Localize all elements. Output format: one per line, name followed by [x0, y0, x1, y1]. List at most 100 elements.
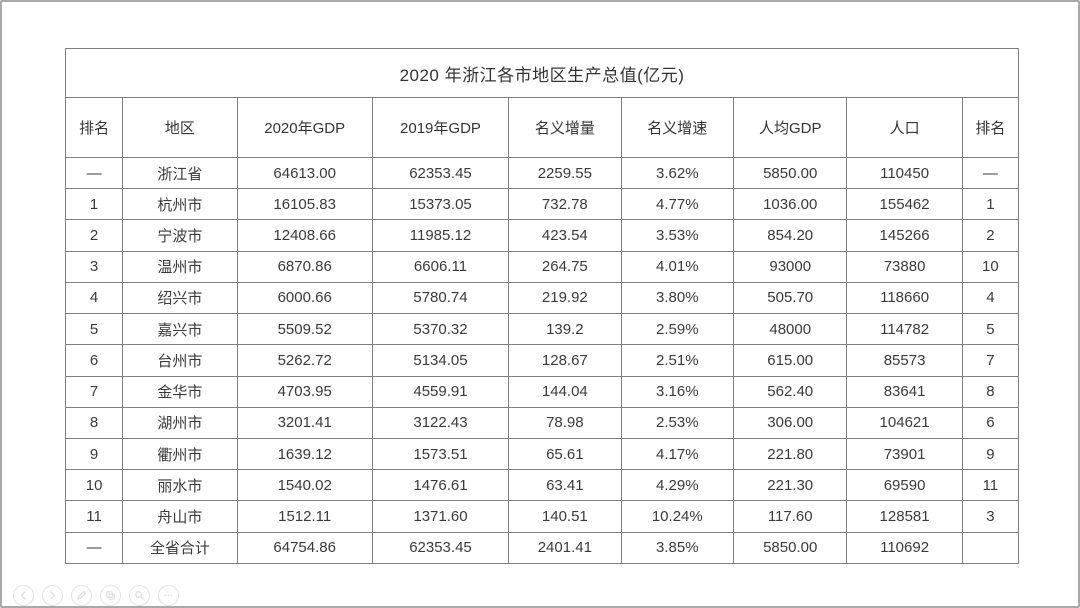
table-cell: 5509.52 — [236, 313, 373, 346]
table-cell: 64613.00 — [236, 156, 373, 190]
table-cell: 温州市 — [122, 250, 238, 283]
table-cell: 9 — [961, 437, 1020, 471]
column-header: 名义增量 — [508, 97, 622, 158]
search-icon[interactable] — [129, 585, 150, 606]
table-cell: 1 — [961, 188, 1020, 221]
table-cell: 浙江省 — [122, 156, 238, 190]
table-cell: 3.16% — [620, 375, 735, 408]
table-cell: 4.17% — [620, 437, 735, 471]
table-cell: 5 — [961, 313, 1020, 346]
column-header: 2019年GDP — [371, 97, 510, 158]
table-cell: 615.00 — [733, 344, 848, 377]
table-cell: 3.62% — [620, 156, 735, 190]
table-row: — 全省合计 64754.86 62353.45 2401.41 3.85% 5850.00… — [64, 531, 1020, 565]
forward-icon[interactable] — [42, 585, 63, 606]
table-cell: 48000 — [733, 313, 848, 346]
table-cell: 732.78 — [508, 188, 622, 221]
table-cell: 6870.86 — [236, 250, 373, 283]
table-cell: 9 — [64, 437, 124, 471]
table-cell: 全省合计 — [122, 531, 238, 565]
table-row: 11 舟山市 1512.11 1371.60 140.51 10.24% 117.60 128… — [64, 500, 1020, 533]
column-header: 地区 — [122, 97, 238, 158]
table-cell: 1371.60 — [371, 500, 510, 533]
table-cell: 1639.12 — [236, 437, 373, 471]
table-cell: 83641 — [846, 375, 963, 408]
table-cell: 128.67 — [508, 344, 622, 377]
copy-icon[interactable] — [100, 585, 121, 606]
table-cell: 4 — [961, 281, 1020, 315]
table-cell: 1 — [64, 188, 124, 221]
table-cell: 128581 — [846, 500, 963, 533]
edit-pencil-icon[interactable] — [71, 585, 92, 606]
table-cell: 110450 — [846, 156, 963, 190]
table-cell: 62353.45 — [371, 156, 510, 190]
table-cell: 3.80% — [620, 281, 735, 315]
table-cell: 1573.51 — [371, 437, 510, 471]
table-cell: 舟山市 — [122, 500, 238, 533]
table-cell: 5370.32 — [371, 313, 510, 346]
table-cell: 11 — [961, 469, 1020, 502]
table-header-row: 排名 地区 2020年GDP 2019年GDP 名义增量 名义增速 人均GDP 人口 排名 — [64, 97, 1020, 158]
table-cell: — — [961, 156, 1020, 190]
table-cell: 562.40 — [733, 375, 848, 408]
table-cell: 3.85% — [620, 531, 735, 565]
table-cell: 杭州市 — [122, 188, 238, 221]
more-icon[interactable] — [158, 585, 179, 606]
table-cell: 221.80 — [733, 437, 848, 471]
table-cell: 1540.02 — [236, 469, 373, 502]
table-cell: 5780.74 — [371, 281, 510, 315]
table-cell: 3122.43 — [371, 406, 510, 439]
table-cell: 4703.95 — [236, 375, 373, 408]
table-cell: — — [64, 156, 124, 190]
table-cell: 5262.72 — [236, 344, 373, 377]
table-row: 7 金华市 4703.95 4559.91 144.04 3.16% 562.40 83641… — [64, 375, 1020, 408]
table-row: 9 衢州市 1639.12 1573.51 65.61 4.17% 221.80 73901 9 — [64, 437, 1020, 471]
table-cell: 宁波市 — [122, 219, 238, 252]
table-row: 4 绍兴市 6000.66 5780.74 219.92 3.80% 505.70 11866… — [64, 281, 1020, 315]
table-cell: 嘉兴市 — [122, 313, 238, 346]
table-cell: 2 — [64, 219, 124, 252]
table-cell: 64754.86 — [236, 531, 373, 565]
table-cell: 73901 — [846, 437, 963, 471]
table-cell: 台州市 — [122, 344, 238, 377]
table-cell: 505.70 — [733, 281, 848, 315]
table-cell: 139.2 — [508, 313, 622, 346]
table-row: 6 台州市 5262.72 5134.05 128.67 2.51% 615.00 85573… — [64, 344, 1020, 377]
table-cell: 10 — [961, 250, 1020, 283]
table-cell: 11 — [64, 500, 124, 533]
table-cell: 6606.11 — [371, 250, 510, 283]
table-cell: 衢州市 — [122, 437, 238, 471]
table-cell: 78.98 — [508, 406, 622, 439]
table-cell: 2.59% — [620, 313, 735, 346]
table-cell — [961, 531, 1020, 565]
table-cell: 104621 — [846, 406, 963, 439]
column-header: 2020年GDP — [236, 97, 373, 158]
table-row: — 浙江省 64613.00 62353.45 2259.55 3.62% 5850.00 1… — [64, 156, 1020, 190]
table-cell: 16105.83 — [236, 188, 373, 221]
table-cell: 85573 — [846, 344, 963, 377]
table-cell: 5 — [64, 313, 124, 346]
table-row: 1 杭州市 16105.83 15373.05 732.78 4.77% 1036.00 15… — [64, 188, 1020, 221]
table-cell: 7 — [64, 375, 124, 408]
table-cell: 4559.91 — [371, 375, 510, 408]
table-cell: 2.51% — [620, 344, 735, 377]
table-cell: 7 — [961, 344, 1020, 377]
table-cell: 117.60 — [733, 500, 848, 533]
table-cell: 3 — [961, 500, 1020, 533]
table-cell: 4.29% — [620, 469, 735, 502]
table-cell: 10.24% — [620, 500, 735, 533]
back-icon[interactable] — [13, 585, 34, 606]
table-cell: 3201.41 — [236, 406, 373, 439]
table-cell: 118660 — [846, 281, 963, 315]
column-header: 人口 — [846, 97, 963, 158]
table-cell: 306.00 — [733, 406, 848, 439]
table-cell: 15373.05 — [371, 188, 510, 221]
table-cell: 丽水市 — [122, 469, 238, 502]
table-cell: 12408.66 — [236, 219, 373, 252]
table-cell: 110692 — [846, 531, 963, 565]
table-cell: 2401.41 — [508, 531, 622, 565]
table-cell: 145266 — [846, 219, 963, 252]
table-cell: 3.53% — [620, 219, 735, 252]
table-cell: 73880 — [846, 250, 963, 283]
